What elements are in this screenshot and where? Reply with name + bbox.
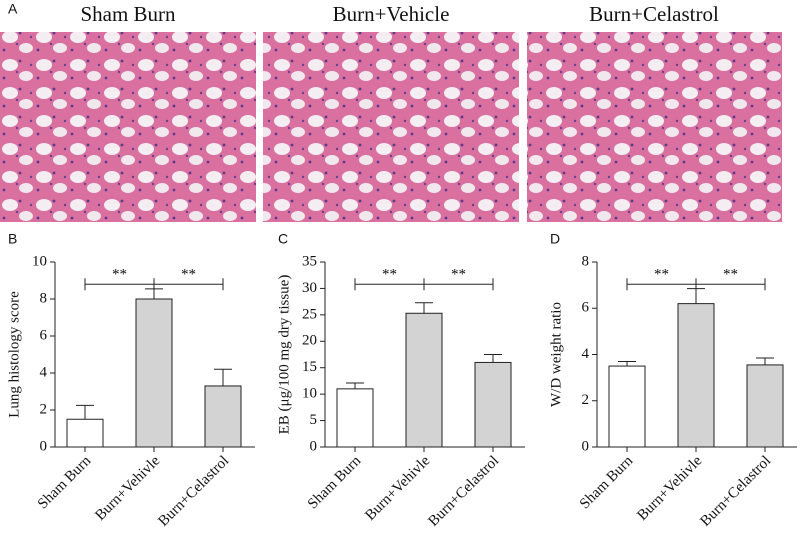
y-tick-label: 4 <box>582 346 590 362</box>
y-tick-label: 15 <box>302 359 317 375</box>
bar <box>677 303 715 448</box>
y-tick-label: 0 <box>40 438 48 454</box>
significance-label: ** <box>451 267 466 283</box>
panel-label: A <box>8 1 18 17</box>
y-tick-label: 35 <box>302 253 317 269</box>
bar <box>608 365 646 448</box>
bar <box>474 361 512 448</box>
significance-label: ** <box>382 267 397 283</box>
histology-image <box>527 32 782 222</box>
y-tick-label: 2 <box>582 392 590 408</box>
panel-label: B <box>8 231 17 247</box>
bar <box>204 385 242 448</box>
significance-label: ** <box>181 267 196 283</box>
y-tick-label: 4 <box>40 364 48 380</box>
y-axis-title: EB (μg/100 mg dry tissue) <box>276 275 292 435</box>
x-tick-label: Burn+Celastrol <box>425 453 502 530</box>
significance-label: ** <box>654 267 669 283</box>
bar <box>135 298 173 448</box>
x-tick-label: Burn+Vehivle <box>362 453 433 524</box>
x-tick-label: Sham Burn <box>35 453 95 513</box>
histology-image <box>263 32 519 222</box>
x-tick-label: Sham Burn <box>305 453 365 513</box>
y-axis-title: W/D weight ratio <box>548 302 564 407</box>
panel-label: D <box>550 231 560 247</box>
histology-image <box>0 32 256 222</box>
y-tick-label: 10 <box>32 253 47 269</box>
y-tick-label: 5 <box>310 412 318 428</box>
x-tick-label: Burn+Celastrol <box>155 453 232 530</box>
x-tick-label: Sham Burn <box>577 453 637 513</box>
panel-label: C <box>278 231 288 247</box>
y-tick-label: 6 <box>582 300 590 316</box>
y-tick-label: 0 <box>310 438 318 454</box>
significance-label: ** <box>723 267 738 283</box>
y-tick-label: 2 <box>40 401 48 417</box>
y-tick-label: 25 <box>302 306 317 322</box>
bar <box>746 364 784 448</box>
y-tick-label: 0 <box>582 438 590 454</box>
y-tick-label: 8 <box>582 253 590 269</box>
bar <box>336 388 374 448</box>
x-tick-label: Burn+Vehivle <box>92 453 163 524</box>
y-tick-label: 6 <box>40 327 48 343</box>
y-axis-title: Lung histology score <box>6 291 22 418</box>
bar <box>405 312 443 448</box>
y-tick-label: 30 <box>302 280 317 296</box>
image-title: Sham Burn <box>80 2 176 26</box>
x-tick-label: Burn+Vehivle <box>634 453 705 524</box>
image-title: Burn+Vehicle <box>333 2 450 26</box>
bar <box>66 418 104 448</box>
y-tick-label: 20 <box>302 333 317 349</box>
x-tick-label: Burn+Celastrol <box>697 453 774 530</box>
image-title: Burn+Celastrol <box>589 2 719 26</box>
y-tick-label: 10 <box>302 386 317 402</box>
significance-label: ** <box>112 267 127 283</box>
y-tick-label: 8 <box>40 290 48 306</box>
